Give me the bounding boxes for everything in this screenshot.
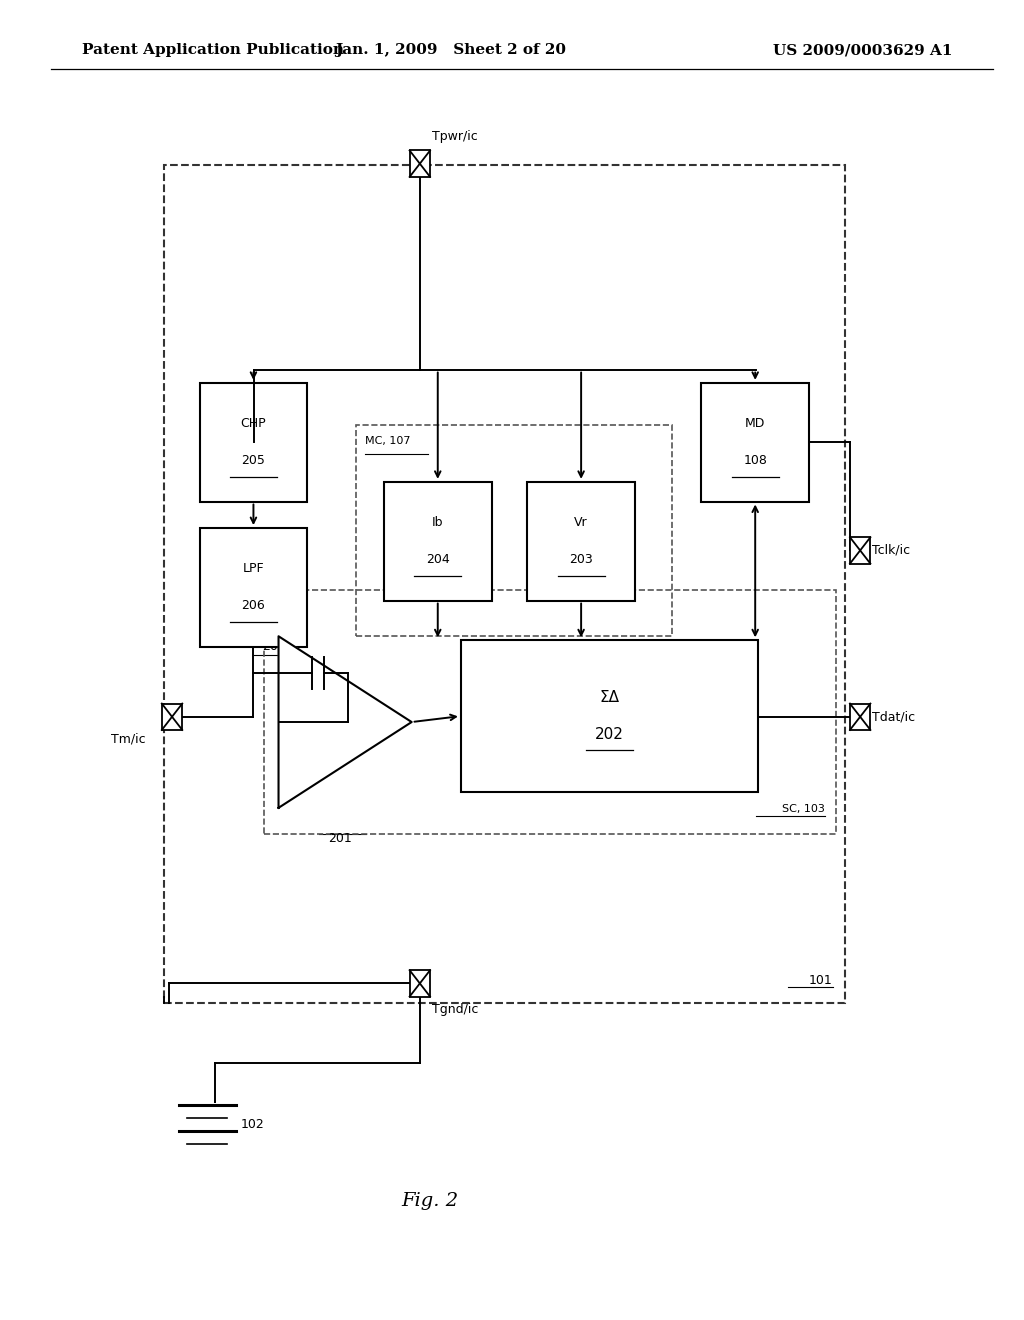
Text: 201: 201	[328, 832, 352, 845]
Bar	[461, 640, 758, 792]
Text: 202: 202	[595, 727, 624, 742]
Bar	[410, 970, 430, 997]
Text: 101: 101	[809, 974, 833, 987]
Text: Fig. 2: Fig. 2	[401, 1192, 459, 1210]
Bar	[356, 425, 672, 636]
Text: CHP: CHP	[241, 417, 266, 430]
Text: LPF: LPF	[243, 562, 264, 576]
Bar	[701, 383, 809, 502]
Text: MD: MD	[745, 417, 765, 430]
Bar	[164, 165, 845, 1003]
Bar	[264, 590, 836, 834]
Text: 206: 206	[242, 599, 265, 612]
Text: Ib: Ib	[432, 516, 443, 529]
Text: US 2009/0003629 A1: US 2009/0003629 A1	[773, 44, 952, 57]
Bar	[410, 150, 430, 177]
Bar	[527, 482, 635, 601]
Text: 207: 207	[262, 640, 287, 653]
Text: Jan. 1, 2009   Sheet 2 of 20: Jan. 1, 2009 Sheet 2 of 20	[335, 44, 566, 57]
Bar	[162, 704, 182, 730]
Text: Tclk/ic: Tclk/ic	[872, 544, 910, 557]
Text: 108: 108	[743, 454, 767, 467]
Text: Vr: Vr	[574, 516, 588, 529]
Text: Tdat/ic: Tdat/ic	[872, 710, 915, 723]
Text: MC, 107: MC, 107	[365, 436, 410, 446]
Text: 203: 203	[569, 553, 593, 566]
Bar	[850, 704, 870, 730]
Text: Patent Application Publication: Patent Application Publication	[82, 44, 344, 57]
Bar	[200, 528, 307, 647]
Text: Tm/ic: Tm/ic	[111, 733, 145, 746]
Polygon shape	[279, 636, 412, 808]
Bar	[850, 537, 870, 564]
Text: Tgnd/ic: Tgnd/ic	[432, 1003, 478, 1016]
Bar	[200, 383, 307, 502]
Text: Tpwr/ic: Tpwr/ic	[432, 129, 478, 143]
Text: ΣΔ: ΣΔ	[599, 690, 620, 705]
Text: SC, 103: SC, 103	[782, 804, 825, 814]
Text: 204: 204	[426, 553, 450, 566]
Text: 102: 102	[241, 1118, 264, 1131]
Text: 205: 205	[242, 454, 265, 467]
Bar	[384, 482, 492, 601]
